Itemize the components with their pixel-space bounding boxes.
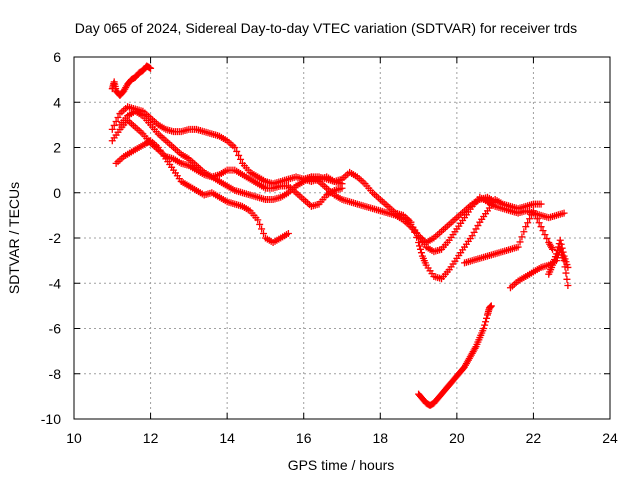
x-tick-label: 22 [526,430,542,446]
data-point [338,184,346,192]
chart-title: Day 065 of 2024, Sidereal Day-to-day VTE… [75,20,577,36]
x-tick-label: 14 [219,430,235,446]
data-point [514,243,522,251]
data-point [526,215,534,223]
x-tick-label: 24 [602,430,618,446]
data-point [556,236,564,244]
data-point [558,244,566,252]
data-point [531,211,539,219]
series-arc-4 [112,137,292,247]
data-point [533,215,541,223]
x-tick-label: 12 [143,430,159,446]
data-point [114,114,122,122]
x-tick-label: 16 [296,430,312,446]
data-point [524,219,532,227]
data-point [258,225,266,233]
data-point [529,207,537,215]
data-point [231,144,239,151]
y-tick-label: -10 [41,411,61,427]
data-point [522,223,530,231]
data-point [254,216,262,224]
plot-frame [73,56,611,420]
y-tick-label: -2 [49,230,62,246]
data-point [560,209,568,217]
data-point [564,282,572,290]
data-point [487,302,495,310]
series-arc-7 [399,193,568,256]
y-axis-label: SDTVAR / TECUs [6,182,22,294]
data-point [559,248,567,256]
data-point [235,151,243,159]
y-tick-label: -6 [49,321,62,337]
data-point [541,231,549,239]
data-point [147,64,155,72]
data-point [480,325,488,332]
x-axis-label: GPS time / hours [288,457,395,473]
data-point [562,269,570,277]
data-point [520,228,528,236]
y-tick-label: 6 [53,49,61,65]
series-arc-6 [300,168,545,283]
data-point [549,245,557,253]
data-point [481,321,489,329]
data-point [553,246,561,254]
data-point [237,155,245,163]
data-point [564,263,572,271]
x-tick-label: 10 [66,430,82,446]
data-point [260,229,268,237]
series-arc-10 [545,236,572,278]
y-tick-label: 0 [53,185,61,201]
data-point [416,242,424,250]
data-point [518,233,526,241]
y-tick-label: -4 [49,275,62,291]
x-tick-label: 18 [372,430,388,446]
x-tick-label: 20 [449,430,465,446]
data-point [417,249,425,257]
series-arc-1 [108,62,155,99]
series-arc-11 [415,302,495,409]
series-arc-8 [461,207,557,267]
data-point [557,240,565,248]
data-point [256,220,264,228]
y-tick-label: -8 [49,366,62,382]
data-point [537,223,545,231]
data-point [233,147,241,155]
data-point [482,318,490,326]
data-point [483,314,491,322]
data-point [563,275,571,283]
data-point [416,245,424,253]
data-point [535,219,543,227]
data-point [552,250,560,258]
data-point [108,125,116,133]
data-point [284,229,292,237]
data-point [539,227,547,235]
data-point [112,117,120,125]
y-tick-label: 2 [53,140,61,156]
grid-layer [74,57,610,419]
data-point [537,200,545,208]
data-points-layer [108,62,572,409]
data-point [543,235,551,243]
data-point [516,238,524,246]
y-tick-label: 4 [53,94,61,110]
data-point [415,239,423,247]
axes-layer [73,56,611,420]
